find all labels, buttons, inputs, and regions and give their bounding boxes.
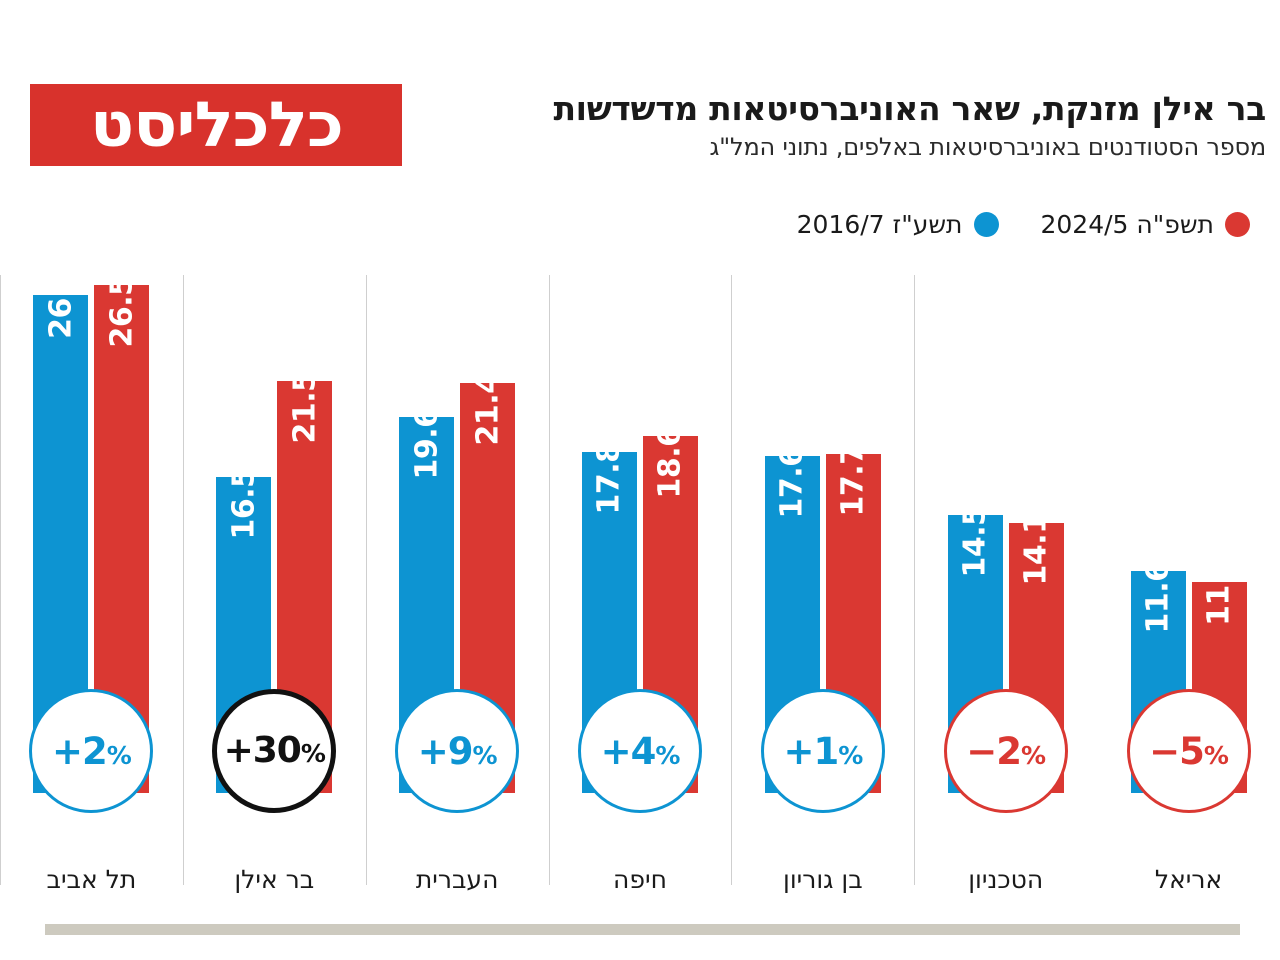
bar-groups: 11.6 11 −5% 14.5 14.1 −2% 17.6 17.7 +1% 17.8 18.6 +… xyxy=(0,275,1280,865)
bar-group: 19.6 21.4 +9% xyxy=(365,275,549,865)
bar-value-label: 19.6 xyxy=(409,407,445,480)
bar-group: 11.6 11 −5% xyxy=(1097,275,1280,865)
category-axis: אריאל הטכניון בן גוריון חיפה העברית בר אילן תל… xyxy=(0,855,1280,920)
bars-wrapper: 16.5 21.5 +30% xyxy=(212,275,337,865)
bar-value-label: 17.7 xyxy=(835,444,871,517)
category-divider xyxy=(182,855,184,885)
circle-icon xyxy=(973,212,999,237)
change-badge: −2% xyxy=(943,689,1068,813)
category-tick: תל אביב xyxy=(0,855,183,920)
bar-value-label: 14.1 xyxy=(1018,513,1054,586)
bar-group: 17.6 17.7 +1% xyxy=(731,275,914,865)
bars-wrapper: 11.6 11 −5% xyxy=(1126,275,1251,865)
group-divider xyxy=(914,275,916,865)
page-subtitle: מספר הסטודנטים באוניברסיטאות באלפים, נתו… xyxy=(709,132,1266,161)
bars-wrapper: 26 26.5 +2% xyxy=(29,275,154,865)
category-label: אריאל xyxy=(1154,865,1223,894)
category-divider xyxy=(365,855,367,885)
chart-plot-area: 11.6 11 −5% 14.5 14.1 −2% 17.6 17.7 +1% 17.8 18.6 +… xyxy=(0,275,1280,865)
category-label: הטכניון xyxy=(968,865,1044,894)
bar-group: 26 26.5 +2% xyxy=(0,275,183,865)
page-title: בר אילן מזנקת, שאר האוניברסיטאות מדשדשות xyxy=(553,89,1266,128)
category-divider xyxy=(0,855,1,885)
group-divider xyxy=(0,275,1,865)
change-badge-label: +1% xyxy=(783,729,863,773)
category-divider xyxy=(548,855,550,885)
logo-text: כלכליסט xyxy=(89,88,344,161)
change-badge: −5% xyxy=(1126,689,1251,813)
category-label: תל אביב xyxy=(46,865,137,894)
bars-wrapper: 19.6 21.4 +9% xyxy=(395,275,520,865)
bar-value-label: 26 xyxy=(43,297,79,339)
bar-value-label: 11.6 xyxy=(1140,561,1176,634)
group-divider xyxy=(365,275,367,865)
category-tick: אריאל xyxy=(1097,865,1280,920)
category-tick: בן גוריון xyxy=(731,855,914,920)
change-badge: +9% xyxy=(395,689,520,813)
category-tick: בר אילן xyxy=(182,855,366,920)
chart-legend: תשפ"ה 2024/5 תשע"ז 2016/7 xyxy=(797,210,1250,239)
bar-group: 14.5 14.1 −2% xyxy=(914,275,1097,865)
category-tick: חיפה xyxy=(548,855,732,920)
bar-value-label: 17.8 xyxy=(591,442,627,515)
change-badge: +1% xyxy=(760,689,885,813)
header: כלכליסט בר אילן מזנקת, שאר האוניברסיטאות… xyxy=(0,0,1280,200)
category-label: בר אילן xyxy=(234,865,315,894)
category-divider xyxy=(731,855,733,885)
bar-value-label: 11 xyxy=(1201,585,1237,627)
bar-value-label: 18.6 xyxy=(652,426,688,499)
category-divider xyxy=(914,855,916,885)
baseline-rule xyxy=(45,924,1240,935)
circle-icon xyxy=(1225,212,1250,237)
bar-value-label: 16.5 xyxy=(226,467,262,540)
change-badge: +4% xyxy=(577,689,702,813)
bar-value-label: 14.5 xyxy=(957,505,993,578)
category-label: העברית xyxy=(415,865,499,894)
bar-group: 17.8 18.6 +4% xyxy=(548,275,732,865)
bar-group: 16.5 21.5 +30% xyxy=(182,275,366,865)
category-label: בן גוריון xyxy=(783,865,863,894)
change-badge-label: +4% xyxy=(600,729,681,773)
bar-value-label: 21.4 xyxy=(470,373,506,446)
bar-value-label: 17.6 xyxy=(774,446,810,519)
category-tick: הטכניון xyxy=(914,855,1097,920)
change-badge-label: −2% xyxy=(966,729,1046,773)
change-badge-label: +2% xyxy=(52,729,132,773)
bar-value-label: 26.5 xyxy=(104,275,140,348)
bars-wrapper: 17.8 18.6 +4% xyxy=(577,275,702,865)
bar-value-label: 21.5 xyxy=(287,371,323,444)
group-divider xyxy=(548,275,550,865)
title-block: בר אילן מזנקת, שאר האוניברסיטאות מדשדשות… xyxy=(0,89,1266,162)
legend-label: תשפ"ה 2024/5 xyxy=(1040,210,1215,239)
bars-wrapper: 14.5 14.1 −2% xyxy=(943,275,1068,865)
legend-item: תשפ"ה 2024/5 xyxy=(1040,210,1250,239)
bars-wrapper: 17.6 17.7 +1% xyxy=(760,275,885,865)
calcalist-logo: כלכליסט xyxy=(30,84,402,166)
group-divider xyxy=(182,275,184,865)
change-badge-label: +9% xyxy=(417,729,498,773)
category-tick: העברית xyxy=(365,855,549,920)
legend-item: תשע"ז 2016/7 xyxy=(797,210,999,239)
legend-label: תשע"ז 2016/7 xyxy=(796,210,963,239)
category-label: חיפה xyxy=(613,865,667,894)
change-badge-label: −5% xyxy=(1149,729,1229,773)
change-badge-label: +30% xyxy=(223,730,326,771)
change-badge: +30% xyxy=(212,689,337,813)
group-divider xyxy=(731,275,733,865)
change-badge: +2% xyxy=(29,689,154,813)
